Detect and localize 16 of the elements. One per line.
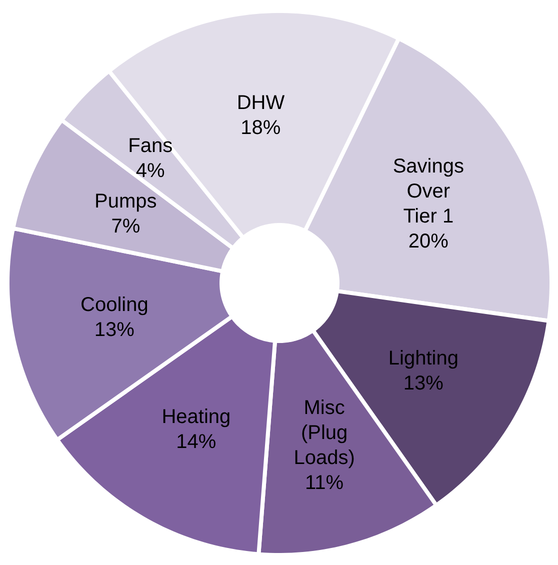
data-label: 18% [240,116,281,139]
slice-label: Lighting [388,347,458,370]
data-label: 14% [176,431,216,454]
data-label: 4% [136,160,166,182]
data-label: 13% [94,318,135,341]
slice-label: Heating [162,406,231,428]
data-label: 11% [305,472,344,494]
slice-label: Savings Over Tier 1 [392,155,464,228]
slice-label: Misc (Plug Loads) [294,397,355,470]
data-label: 13% [403,372,444,394]
slice-label: Pumps [94,190,157,212]
slice-label: Fans [128,134,173,157]
slice-label: DHW [236,92,285,114]
data-label: 7% [111,215,140,238]
data-label: 20% [408,230,449,252]
slice-label: Cooling [80,294,148,316]
